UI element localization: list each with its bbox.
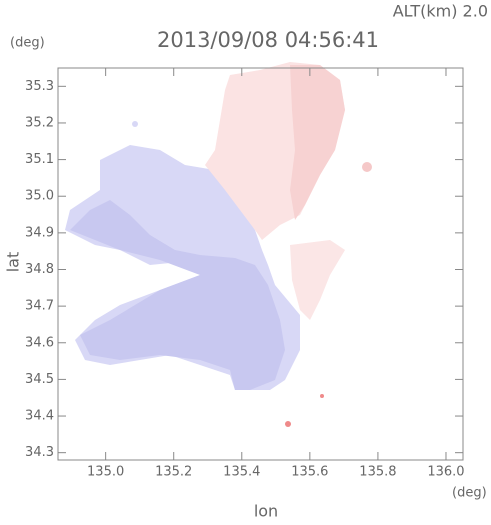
x-unit: (deg) [452, 486, 487, 501]
timestamp: 2013/09/08 04:56:41 [157, 28, 379, 52]
plot-frame [57, 67, 464, 461]
x-tick-label: 136.0 [427, 465, 464, 480]
y-tick-label: 34.9 [25, 225, 54, 240]
y-tick-label: 34.3 [25, 445, 54, 460]
y-tick-label: 35.3 [25, 79, 54, 94]
altitude: ALT(km) 2.0 [393, 2, 488, 21]
y-tick-label: 34.8 [25, 262, 54, 277]
x-tick-label: 135.8 [359, 465, 396, 480]
y-tick-label: 34.4 [25, 409, 54, 424]
x-label: lon [254, 502, 278, 521]
y-tick-label: 34.7 [25, 299, 54, 314]
y-tick-label: 35.0 [25, 189, 54, 204]
y-unit: (deg) [10, 36, 45, 51]
velocity-field [65, 62, 372, 427]
y-label: lat [4, 252, 23, 273]
x-tick-label: 135.6 [291, 465, 328, 480]
y-tick-label: 35.1 [25, 152, 54, 167]
x-tick-label: 135.4 [223, 465, 260, 480]
y-tick-label: 34.5 [25, 372, 54, 387]
y-tick-label: 35.2 [25, 115, 54, 130]
y-tick-label: 34.6 [25, 335, 54, 350]
x-tick-label: 135.0 [87, 465, 124, 480]
x-tick-label: 135.2 [155, 465, 192, 480]
